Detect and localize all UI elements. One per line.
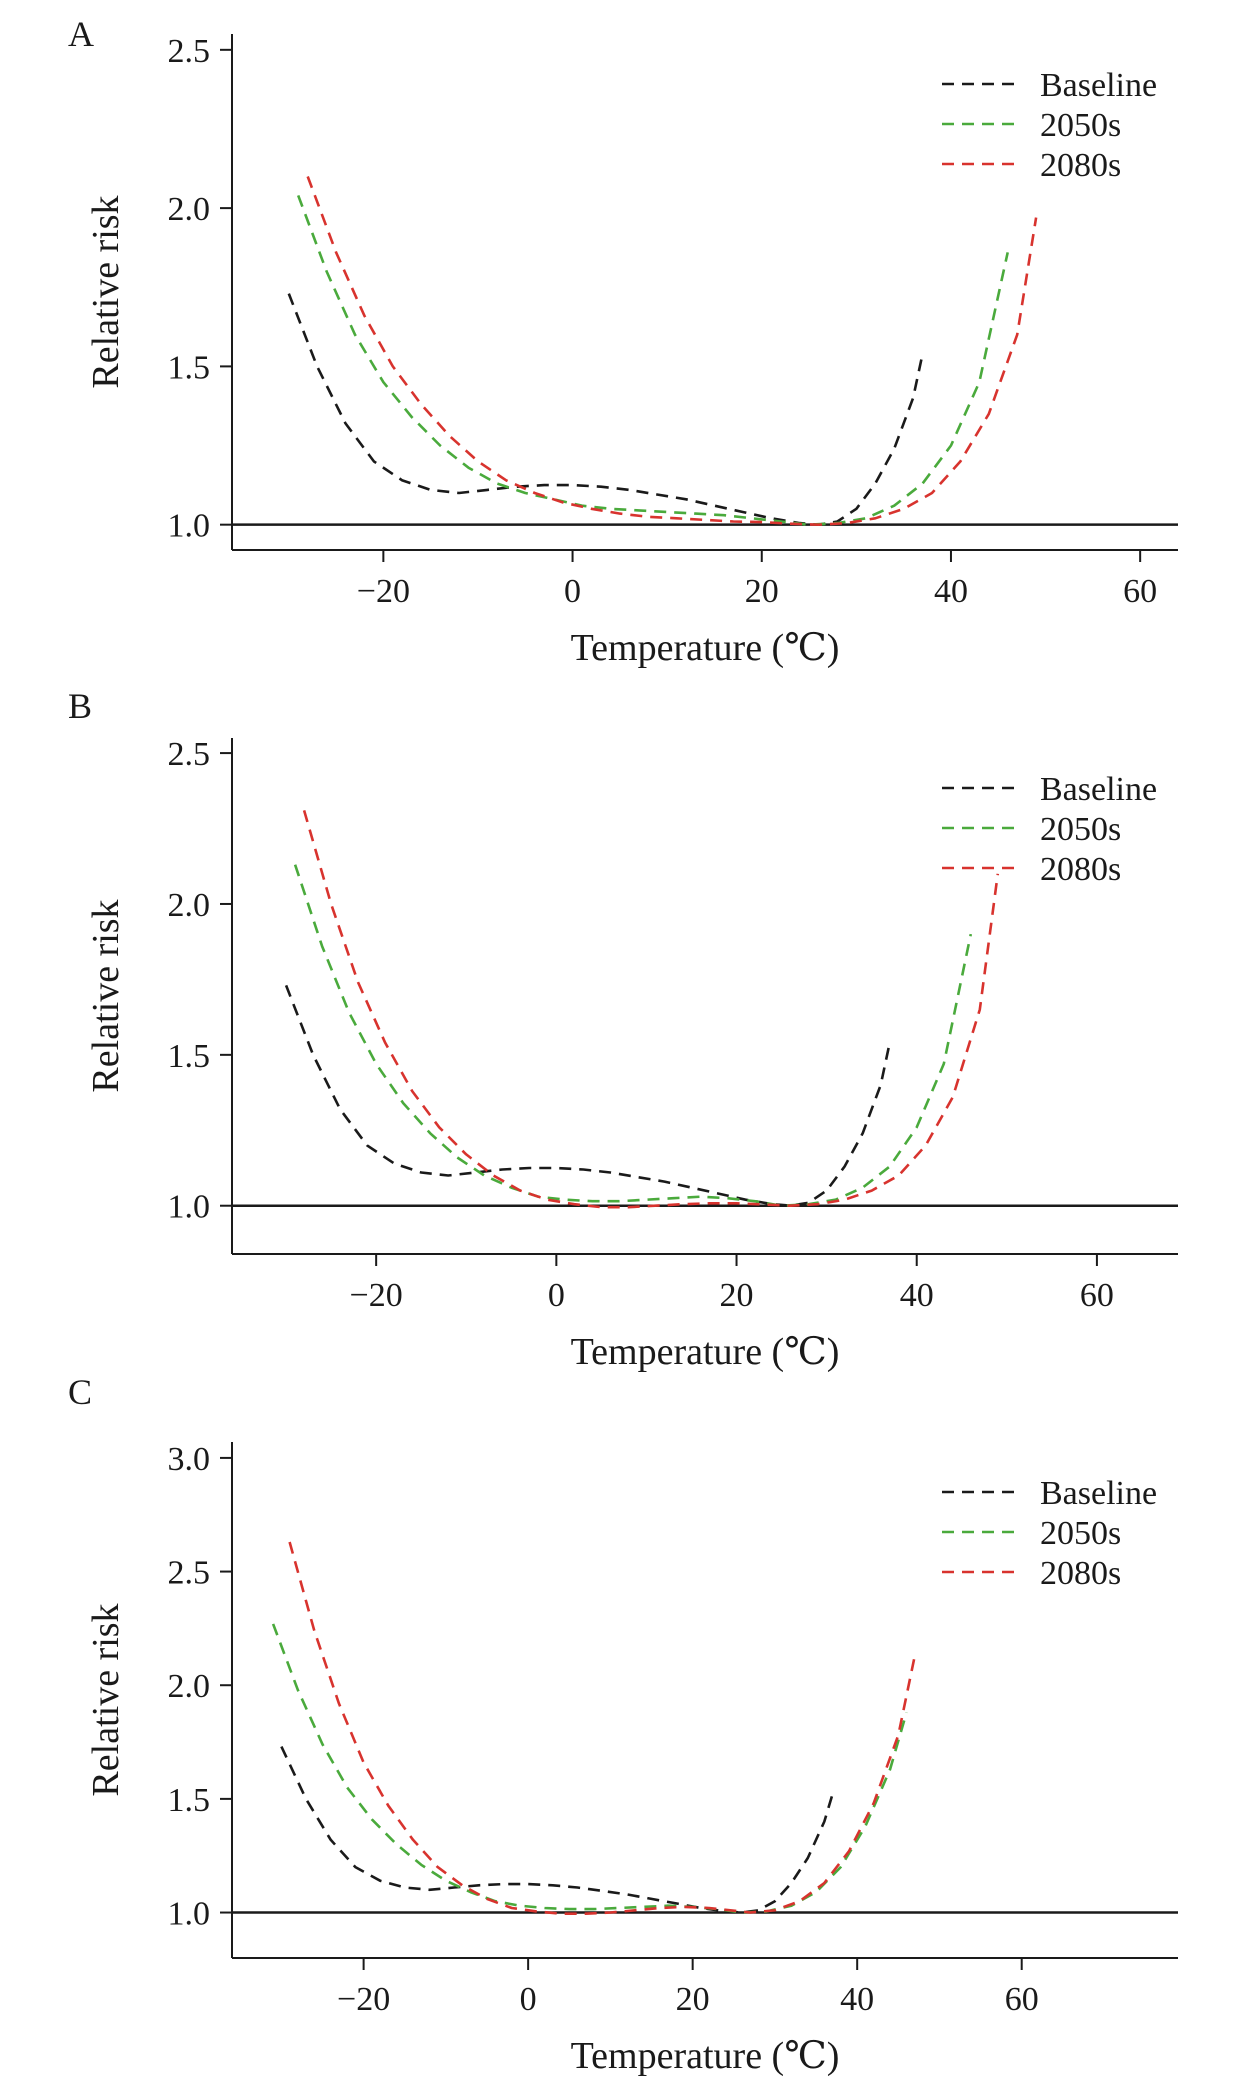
- panel-letter: A: [68, 14, 94, 54]
- legend-label: 2050s: [1040, 107, 1121, 144]
- legend-label: 2080s: [1040, 147, 1121, 184]
- series-line-baseline: [280, 1746, 834, 1914]
- y-tick-label: 2.5: [168, 1555, 211, 1592]
- x-axis-label: Temperature (℃): [571, 627, 840, 669]
- y-tick-label: 2.5: [168, 33, 211, 70]
- x-tick-label: 60: [1123, 573, 1157, 610]
- y-tick-label: 2.0: [168, 191, 211, 228]
- y-tick-label: 1.5: [168, 349, 211, 386]
- y-axis-label: Relative risk: [85, 195, 127, 388]
- legend-label: 2050s: [1040, 1515, 1121, 1552]
- series-line-2080s: [288, 1541, 917, 1915]
- x-tick-label: 60: [1080, 1277, 1114, 1314]
- x-tick-label: 40: [900, 1277, 934, 1314]
- series-line-2080s: [302, 810, 1000, 1209]
- y-tick-label: 3.0: [168, 1441, 211, 1478]
- x-tick-label: 40: [840, 1981, 874, 2018]
- y-tick-label: 1.0: [168, 1896, 211, 1933]
- y-tick-label: 1.5: [168, 1782, 211, 1819]
- y-tick-label: 2.0: [168, 1668, 211, 1705]
- x-tick-label: 40: [934, 573, 968, 610]
- legend-label: 2050s: [1040, 811, 1121, 848]
- legend-label: 2080s: [1040, 851, 1121, 888]
- legend-label: Baseline: [1040, 771, 1157, 808]
- chart-panel-a: A 1.0 1.5 2.0 2.5 −20 0 20 40 60 Temperature (℃) Re…: [68, 14, 1178, 669]
- chart-panel-b: B 1.0 1.5 2.0 2.5 −20 0 20 40 60 Temperature (℃) Re…: [68, 686, 1178, 1373]
- y-tick-label: 1.0: [168, 508, 211, 545]
- series-line-baseline: [284, 984, 891, 1207]
- y-tick-label: 2.5: [168, 736, 211, 773]
- x-axis-label: Temperature (℃): [571, 1331, 840, 1373]
- panel-letter: C: [68, 1372, 92, 1412]
- x-tick-label: −20: [357, 573, 410, 610]
- series-line-baseline: [287, 293, 924, 526]
- x-tick-label: 0: [564, 573, 581, 610]
- panel-letter: B: [68, 686, 92, 726]
- x-axis-label: Temperature (℃): [571, 2035, 840, 2077]
- series-line-2050s: [293, 864, 973, 1207]
- x-tick-label: 0: [548, 1277, 565, 1314]
- series-line-2050s: [296, 194, 1009, 526]
- legend-label: Baseline: [1040, 67, 1157, 104]
- x-tick-label: 20: [676, 1981, 710, 2018]
- y-axis-label: Relative risk: [85, 899, 127, 1092]
- y-tick-label: 1.0: [168, 1189, 211, 1226]
- y-tick-label: 1.5: [168, 1038, 211, 1075]
- y-axis-label: Relative risk: [85, 1603, 127, 1796]
- x-tick-label: −20: [337, 1981, 390, 2018]
- x-tick-label: 20: [745, 573, 779, 610]
- legend-label: Baseline: [1040, 1475, 1157, 1512]
- x-tick-label: 60: [1005, 1981, 1039, 2018]
- x-tick-label: 0: [520, 1981, 537, 2018]
- chart-panel-c: C 1.0 1.5 2.0 2.5 3.0 −20 0 20 40 60 Temperature (℃…: [68, 1372, 1178, 2077]
- x-tick-label: −20: [350, 1277, 403, 1314]
- y-tick-label: 2.0: [168, 887, 211, 924]
- legend-label: 2080s: [1040, 1555, 1121, 1592]
- x-tick-label: 20: [720, 1277, 754, 1314]
- series-line-2080s: [306, 176, 1038, 526]
